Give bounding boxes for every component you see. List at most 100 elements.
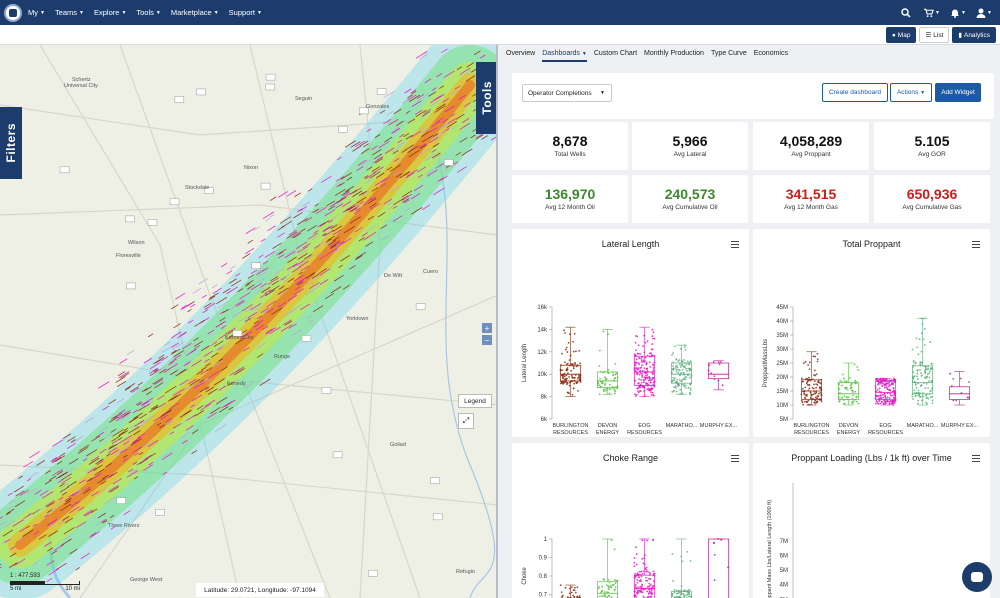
data-point	[578, 349, 581, 352]
well-stick	[314, 244, 321, 249]
well-stick	[6, 505, 14, 511]
well-stick	[161, 356, 169, 362]
fullscreen-icon[interactable]: ⤢	[458, 413, 474, 429]
data-point	[926, 396, 928, 399]
data-point	[561, 382, 564, 384]
nav-item-my[interactable]: My ▼	[28, 8, 45, 17]
data-point	[851, 402, 854, 405]
data-point	[646, 340, 649, 343]
well-stick	[245, 279, 254, 286]
map-canvas[interactable]	[0, 45, 498, 598]
data-point	[607, 578, 610, 581]
well-stick	[188, 319, 194, 324]
tab-monthly-production[interactable]: Monthly Production	[644, 50, 704, 57]
well-stick	[164, 420, 174, 427]
tab-type-curve[interactable]: Type Curve	[710, 50, 747, 57]
well-stick	[119, 448, 128, 454]
well-stick	[441, 118, 449, 123]
legend-button[interactable]: Legend	[458, 394, 492, 408]
well-stick	[297, 281, 304, 286]
map-view[interactable]: Schertz Universal City Seguin Gonzales N…	[0, 45, 498, 598]
add-widget-button[interactable]: Add Widget	[935, 83, 981, 102]
well-stick	[260, 238, 266, 243]
data-point	[915, 386, 918, 389]
well-stick	[330, 286, 342, 294]
data-point	[917, 389, 920, 392]
highway-shield	[430, 477, 440, 484]
well-stick	[135, 401, 142, 406]
well-stick	[332, 225, 343, 232]
data-point	[817, 395, 820, 397]
well-stick	[137, 432, 146, 439]
tab-dashboards[interactable]: Dashboards ▼	[542, 50, 587, 62]
well-stick	[323, 229, 334, 237]
user-icon[interactable]: ▼	[976, 5, 992, 21]
well-stick	[245, 317, 251, 322]
well-stick	[86, 477, 93, 483]
nav-item-explore[interactable]: Explore ▼	[94, 8, 127, 17]
data-point	[650, 393, 653, 396]
nav-item-tools[interactable]: Tools ▼	[136, 8, 161, 17]
well-stick	[392, 145, 402, 153]
well-stick	[183, 361, 191, 367]
create-dashboard-button[interactable]: Create dashboard	[822, 83, 888, 102]
tab-custom-chart[interactable]: Custom Chart	[593, 50, 638, 57]
place-label: Schertz	[72, 77, 91, 83]
well-stick	[293, 288, 304, 296]
menu-icon[interactable]	[731, 455, 739, 464]
well-stick	[176, 367, 183, 372]
data-point	[689, 387, 692, 390]
data-point	[849, 384, 852, 387]
well-stick	[128, 468, 134, 473]
highway-shield	[232, 330, 243, 337]
stat-label: Total Wells	[554, 151, 586, 158]
data-point	[846, 396, 848, 399]
data-point	[671, 553, 674, 555]
list-view-button[interactable]: ☰ List	[919, 27, 950, 43]
nav-item-support[interactable]: Support ▼	[228, 8, 262, 17]
data-point	[686, 589, 689, 592]
filters-tab[interactable]: Filters	[0, 107, 22, 179]
well-stick	[292, 250, 300, 255]
tab-overview[interactable]: Overview	[506, 50, 536, 57]
chat-icon[interactable]	[962, 562, 992, 592]
logo[interactable]	[4, 3, 22, 22]
zoom-in-button[interactable]: +	[482, 323, 492, 333]
y-tick-label: 35M	[776, 333, 788, 339]
well-stick	[242, 253, 251, 259]
menu-icon[interactable]	[972, 455, 980, 464]
data-point	[574, 362, 576, 364]
map-view-button[interactable]: ● Map	[885, 27, 917, 43]
well-stick	[198, 277, 209, 285]
data-point	[599, 385, 602, 388]
data-point	[892, 396, 895, 399]
search-icon[interactable]	[898, 5, 914, 21]
cart-icon[interactable]: ▼	[924, 5, 940, 21]
data-point	[649, 583, 652, 586]
tab-economics[interactable]: Economics	[753, 50, 788, 57]
menu-icon[interactable]	[972, 241, 980, 250]
data-point	[807, 364, 810, 366]
actions-button[interactable]: Actions ▼	[890, 83, 932, 102]
place-label: Kenedy	[227, 381, 246, 387]
data-point	[649, 388, 651, 391]
highway-shield	[301, 335, 312, 342]
tools-tab[interactable]: Tools	[476, 62, 496, 134]
analytics-view-button[interactable]: ▮ Analytics	[952, 27, 996, 43]
data-point	[615, 372, 618, 375]
highway-shield	[358, 107, 369, 115]
dashboard-select[interactable]: Operator Completions ▼	[522, 84, 612, 102]
nav-item-teams[interactable]: Teams ▼	[54, 8, 84, 17]
menu-icon[interactable]	[731, 241, 739, 250]
zoom-out-button[interactable]: −	[482, 335, 492, 345]
data-point	[568, 359, 571, 361]
nav-item-marketplace[interactable]: Marketplace ▼	[170, 8, 219, 17]
well-stick	[340, 255, 350, 262]
well-stick	[13, 485, 24, 493]
stat-value: 650,936	[906, 186, 958, 202]
bell-icon[interactable]: ▼	[950, 5, 966, 21]
highway-shield	[332, 451, 343, 459]
well-stick	[129, 424, 136, 429]
data-point	[914, 394, 917, 397]
chart-lateral-length: Lateral Length 6k 8k 10k 12k 14k 16k Lateral L…	[512, 229, 749, 437]
